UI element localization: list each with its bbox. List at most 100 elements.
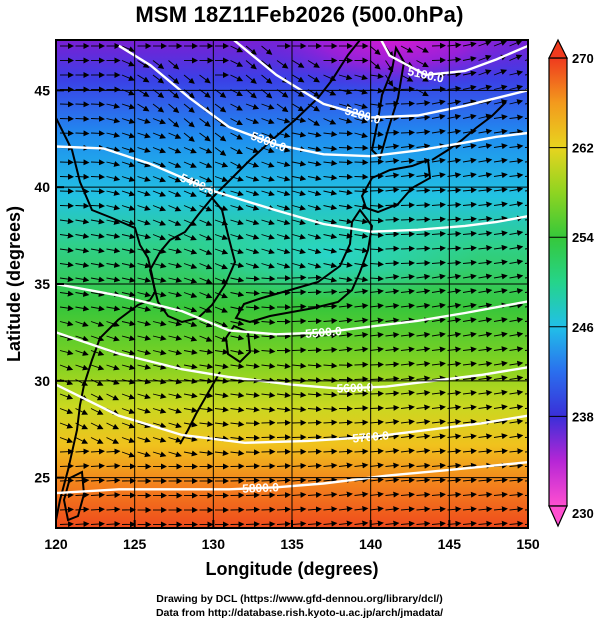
wind-arrow xyxy=(199,205,213,212)
wind-arrow xyxy=(121,161,136,168)
wind-arrow xyxy=(416,331,431,338)
wind-arrow xyxy=(385,172,400,179)
wind-arrow xyxy=(493,244,508,251)
wind-arrow xyxy=(261,319,276,326)
wind-arrow xyxy=(369,491,384,498)
wind-arrow xyxy=(261,275,276,282)
wind-arrow xyxy=(385,231,400,238)
wind-arrow xyxy=(431,361,446,368)
wind-arrow xyxy=(431,419,446,426)
wind-arrow xyxy=(276,520,291,527)
wind-arrow xyxy=(230,406,245,413)
wind-arrow xyxy=(214,335,228,342)
wind-arrow xyxy=(90,393,104,401)
wind-arrow xyxy=(75,305,90,312)
wind-arrow xyxy=(137,190,151,197)
wind-arrow xyxy=(276,233,291,240)
colorbar: 230 238 246 254 262 270 xyxy=(548,38,594,528)
wind-arrow xyxy=(338,218,353,225)
wind-arrow xyxy=(152,451,167,458)
wind-arrow xyxy=(416,390,431,397)
wind-arrow xyxy=(478,128,493,135)
wind-arrow xyxy=(261,219,275,226)
wind-arrow xyxy=(261,506,276,513)
wind-arrow xyxy=(75,492,90,499)
wind-arrow xyxy=(323,520,338,527)
wind-arrow xyxy=(261,492,276,499)
wind-arrow xyxy=(121,103,136,110)
wind-arrow xyxy=(292,274,307,281)
wind-arrow xyxy=(168,89,180,99)
wind-arrow xyxy=(168,219,182,226)
wind-arrow xyxy=(431,375,446,382)
wind-arrow xyxy=(292,175,307,182)
y-tick-label: 40 xyxy=(34,179,50,195)
wind-arrow xyxy=(323,462,338,469)
wind-arrow xyxy=(292,332,307,339)
wind-arrow xyxy=(354,390,369,397)
wind-arrow xyxy=(75,276,90,283)
colorbar-scale xyxy=(548,57,568,507)
wind-arrow xyxy=(168,291,183,298)
wind-arrow xyxy=(369,390,384,397)
wind-arrow xyxy=(416,60,429,68)
wind-arrow xyxy=(168,392,183,399)
wind-arrow xyxy=(369,477,384,484)
wind-arrow xyxy=(59,276,74,283)
wind-arrow xyxy=(90,305,105,312)
wind-arrow xyxy=(292,233,306,240)
wind-arrow xyxy=(385,390,400,397)
wind-arrow xyxy=(168,247,183,254)
wind-arrow xyxy=(323,419,338,426)
wind-arrow xyxy=(137,363,152,370)
wind-arrow xyxy=(307,506,322,513)
wind-arrow xyxy=(137,233,152,240)
wind-arrow xyxy=(75,364,89,371)
wind-arrow xyxy=(106,305,121,312)
wind-arrow xyxy=(214,306,228,313)
wind-arrow xyxy=(137,60,150,68)
wind-arrow xyxy=(90,159,105,166)
wind-arrow xyxy=(416,288,431,295)
wind-arrow xyxy=(307,318,322,325)
wind-arrow xyxy=(493,375,508,382)
wind-arrow xyxy=(385,288,400,295)
wind-arrow xyxy=(214,118,227,127)
wind-arrow xyxy=(183,118,195,128)
wind-arrow xyxy=(416,433,431,440)
wind-arrow xyxy=(276,132,291,139)
wind-arrow xyxy=(416,462,431,469)
wind-arrow xyxy=(385,74,394,87)
wind-arrow xyxy=(245,304,260,311)
colorbar-tick-label: 246 xyxy=(572,320,594,335)
wind-arrow xyxy=(137,291,152,298)
wind-arrow xyxy=(478,404,493,411)
wind-arrow xyxy=(369,60,381,70)
wind-arrow xyxy=(199,363,214,370)
wind-arrow xyxy=(245,147,260,154)
wind-arrow xyxy=(478,69,492,76)
wind-arrow xyxy=(214,248,229,255)
wind-arrow xyxy=(431,302,446,309)
wind-arrow xyxy=(493,389,508,396)
wind-arrow xyxy=(385,419,400,426)
contour-label: 5800.0 xyxy=(242,480,280,495)
wind-arrow xyxy=(292,60,305,68)
wind-arrow xyxy=(90,364,105,371)
wind-arrow xyxy=(369,116,384,123)
wind-arrow xyxy=(369,246,384,253)
wind-arrow xyxy=(493,360,508,367)
wind-arrow xyxy=(354,247,369,254)
wind-arrow xyxy=(307,274,322,281)
wind-arrow xyxy=(493,346,508,353)
wind-arrow xyxy=(307,131,322,138)
wind-arrow xyxy=(214,363,229,370)
wind-arrow xyxy=(323,491,338,498)
wind-arrow xyxy=(152,276,167,283)
wind-arrow xyxy=(385,346,400,353)
wind-arrow xyxy=(307,332,322,339)
wind-arrow xyxy=(168,334,183,341)
wind-arrow xyxy=(416,74,429,82)
wind-arrow xyxy=(121,176,136,182)
wind-arrow xyxy=(90,233,105,239)
